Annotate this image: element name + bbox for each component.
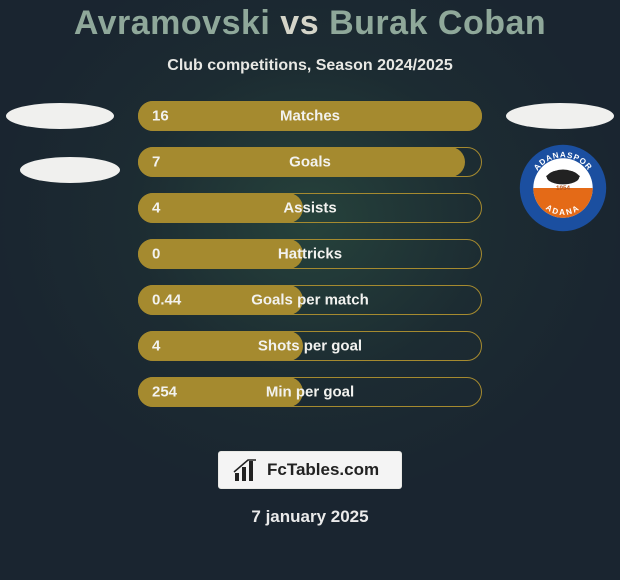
fctables-logo: FcTables.com — [218, 451, 402, 489]
bar-label: Min per goal — [138, 384, 482, 401]
date-text: 7 january 2025 — [0, 507, 620, 527]
page-title: Avramovski vs Burak Coban — [0, 4, 620, 43]
stat-row: 0.44Goals per match — [138, 285, 482, 315]
vs-text: vs — [280, 4, 319, 42]
player1-name: Avramovski — [74, 4, 271, 42]
stats-arena: ADANASPOR ADANA 1954 16Matches 7Goals 4Ass… — [0, 103, 620, 433]
logo-text: FcTables.com — [267, 460, 379, 480]
stat-row: 4Assists — [138, 193, 482, 223]
placeholder-ellipse-icon — [20, 157, 120, 183]
bar-label: Matches — [138, 108, 482, 125]
player2-name: Burak Coban — [329, 4, 546, 42]
stat-row: 16Matches — [138, 101, 482, 131]
bar-label: Hattricks — [138, 246, 482, 263]
comparison-card: Avramovski vs Burak Coban Club competiti… — [0, 0, 620, 580]
placeholder-ellipse-icon — [6, 103, 114, 129]
stat-row: 4Shots per goal — [138, 331, 482, 361]
placeholder-ellipse-icon — [506, 103, 614, 129]
bars-icon — [233, 459, 259, 483]
stat-bars: 16Matches 7Goals 4Assists 0Hattricks 0.44Goa… — [138, 101, 482, 423]
stat-row: 254Min per goal — [138, 377, 482, 407]
badge-year: 1954 — [556, 185, 571, 192]
bar-label: Shots per goal — [138, 338, 482, 355]
stat-row: 7Goals — [138, 147, 482, 177]
adanaspor-badge-icon: ADANASPOR ADANA 1954 — [518, 143, 608, 233]
bar-label: Goals per match — [138, 292, 482, 309]
bar-label: Assists — [138, 200, 482, 217]
stat-row: 0Hattricks — [138, 239, 482, 269]
subtitle: Club competitions, Season 2024/2025 — [0, 57, 620, 75]
bar-label: Goals — [138, 154, 482, 171]
